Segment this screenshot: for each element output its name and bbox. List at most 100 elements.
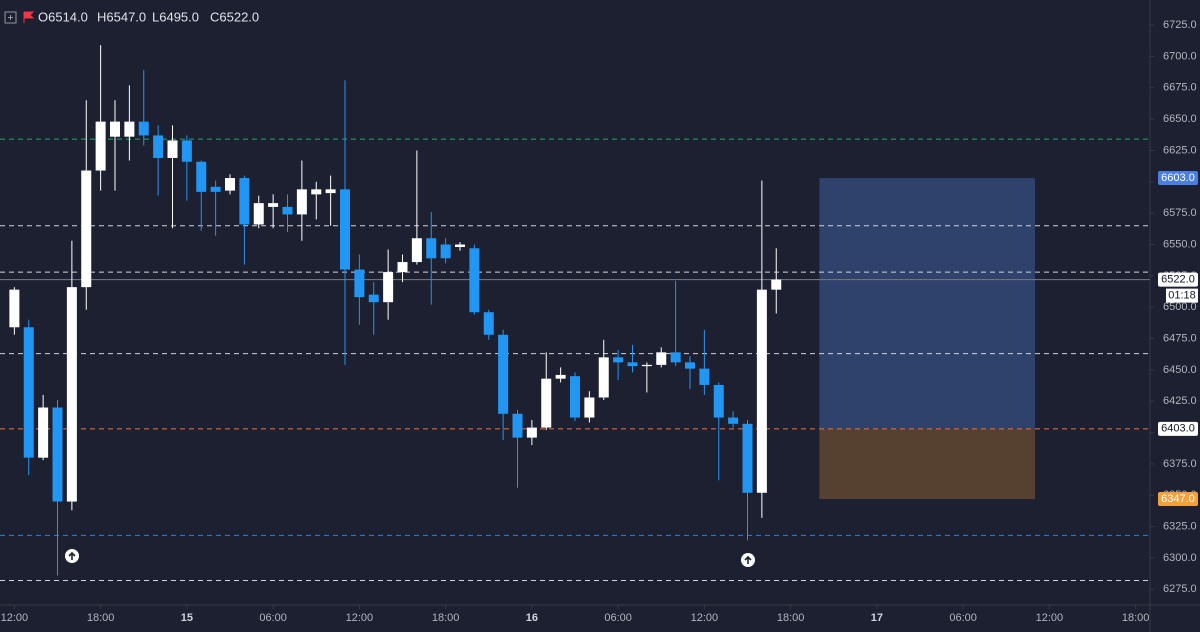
candle-body xyxy=(771,279,782,290)
candle-body xyxy=(239,178,250,225)
candle-body xyxy=(541,378,552,428)
candle xyxy=(110,100,120,191)
x-tick-label: 06:00 xyxy=(949,612,977,624)
x-tick-label: 18:00 xyxy=(1122,612,1150,624)
candle-body xyxy=(110,121,120,137)
candle-body xyxy=(124,121,135,137)
candle-body xyxy=(225,178,235,191)
position-profit-zone xyxy=(819,178,1035,429)
candle xyxy=(771,248,782,314)
candle xyxy=(9,287,20,335)
x-day-label: 15 xyxy=(181,612,193,624)
candle-body xyxy=(570,376,580,418)
candle xyxy=(555,367,566,383)
y-tick-label: 6475.0 xyxy=(1163,332,1197,344)
candle-body xyxy=(38,407,49,458)
candle xyxy=(52,399,63,576)
candle-body xyxy=(9,289,20,328)
candle xyxy=(584,391,595,423)
candle-body xyxy=(23,327,34,458)
candle-body xyxy=(181,140,192,162)
y-tick-label: 6700.0 xyxy=(1163,50,1197,62)
x-tick-label: 18:00 xyxy=(432,612,460,624)
y-tick-label: 6675.0 xyxy=(1163,82,1197,94)
candle-body xyxy=(196,161,207,192)
candle-body xyxy=(584,397,595,418)
candle xyxy=(440,238,451,264)
candle xyxy=(38,394,49,461)
candle-body xyxy=(138,121,149,136)
candle xyxy=(66,240,77,511)
candle-body xyxy=(498,334,509,414)
candle-body xyxy=(368,294,379,303)
x-tick-label: 12:00 xyxy=(1,612,29,624)
price-label: 6603.0 xyxy=(1161,172,1195,184)
price-label: 6403.0 xyxy=(1161,423,1195,435)
candle-body xyxy=(440,244,451,259)
candle-body xyxy=(641,364,652,367)
candle xyxy=(397,254,408,283)
candle xyxy=(498,329,509,441)
candle-body xyxy=(153,135,164,158)
ohlc-label: L6495.0 xyxy=(152,9,199,24)
y-tick-label: 6575.0 xyxy=(1163,207,1197,219)
position-loss-zone xyxy=(819,428,1035,500)
y-tick-label: 6550.0 xyxy=(1163,238,1197,250)
candle xyxy=(282,194,293,232)
candle xyxy=(699,329,710,395)
candle xyxy=(167,125,178,229)
candle-body xyxy=(713,384,724,418)
candle-body xyxy=(555,374,566,379)
x-tick-label: 12:00 xyxy=(1036,612,1064,624)
candle xyxy=(469,244,480,315)
flag-icon[interactable] xyxy=(23,11,35,23)
price-label: 6522.0 xyxy=(1161,274,1195,286)
candle-body xyxy=(670,352,681,363)
candle-body xyxy=(613,357,624,363)
candle xyxy=(526,420,537,446)
candle xyxy=(670,280,681,367)
candle xyxy=(742,420,753,541)
x-tick-label: 18:00 xyxy=(87,612,115,624)
candle xyxy=(368,282,379,335)
y-tick-label: 6500.0 xyxy=(1163,301,1197,313)
candle-body xyxy=(756,289,767,493)
candle-body xyxy=(742,423,753,493)
candle-body xyxy=(296,189,307,215)
candle xyxy=(95,45,106,191)
candle-body xyxy=(411,238,422,263)
ohlc-label: O6514.0 xyxy=(38,9,88,24)
candle xyxy=(570,372,580,422)
candle xyxy=(124,85,135,161)
candle-body xyxy=(512,413,523,438)
ohlc-label: H6547.0 xyxy=(97,9,146,24)
candle-body xyxy=(354,269,365,298)
candle-body xyxy=(627,362,638,367)
candle xyxy=(598,339,609,400)
signal-arrow xyxy=(68,551,76,560)
price-label-bg xyxy=(1158,171,1198,186)
candle xyxy=(541,352,552,431)
candle xyxy=(411,150,422,265)
candle xyxy=(153,125,164,196)
candle-body xyxy=(66,287,77,502)
candle xyxy=(656,347,667,368)
candle-body xyxy=(340,189,350,270)
candle-body xyxy=(95,121,106,171)
x-day-label: 17 xyxy=(871,612,883,624)
candle-body xyxy=(455,244,465,248)
toolbar-icon[interactable] xyxy=(4,11,17,24)
y-tick-label: 6625.0 xyxy=(1163,144,1197,156)
y-tick-label: 6375.0 xyxy=(1163,458,1197,470)
candle xyxy=(239,175,250,265)
candle xyxy=(196,160,207,231)
countdown: 01:18 xyxy=(1168,290,1196,302)
x-tick-label: 18:00 xyxy=(777,612,805,624)
candle xyxy=(455,242,465,251)
candle-body xyxy=(210,186,221,192)
candle xyxy=(268,194,279,229)
countdown-bg xyxy=(1166,288,1198,303)
candle-body xyxy=(311,189,322,195)
candle-body xyxy=(526,427,537,438)
